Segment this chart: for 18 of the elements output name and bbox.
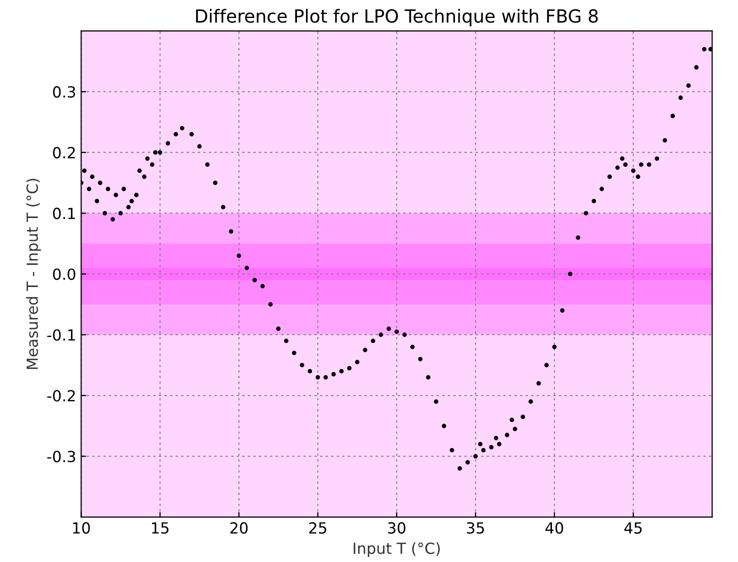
y-tick-label: 0.0 (53, 268, 76, 280)
y-tick-label: -0.1 (47, 329, 75, 341)
x-tick-label: 45 (624, 522, 642, 534)
y-tick-label: 0.3 (53, 86, 76, 98)
y-axis-title: Measured T - Input T (°C) (26, 178, 41, 369)
y-tick-label: 0.1 (53, 208, 75, 220)
x-axis-title: Input T (°C) (354, 542, 440, 558)
y-tick-label: 0.2 (53, 146, 75, 158)
y-tick-label: -0.2 (47, 390, 75, 402)
x-tick-label: 25 (309, 522, 326, 534)
x-tick-label: 40 (545, 522, 564, 534)
y-tick-label: -0.3 (47, 450, 76, 462)
x-tick-label: 10 (73, 522, 90, 534)
x-tick-label: 20 (230, 522, 248, 534)
x-tick-label: 15 (152, 522, 168, 534)
x-tick-label: 30 (388, 522, 406, 534)
chart-title: Difference Plot for LPO Technique with FBG 8 (196, 8, 598, 26)
x-tick-label: 35 (466, 522, 484, 534)
